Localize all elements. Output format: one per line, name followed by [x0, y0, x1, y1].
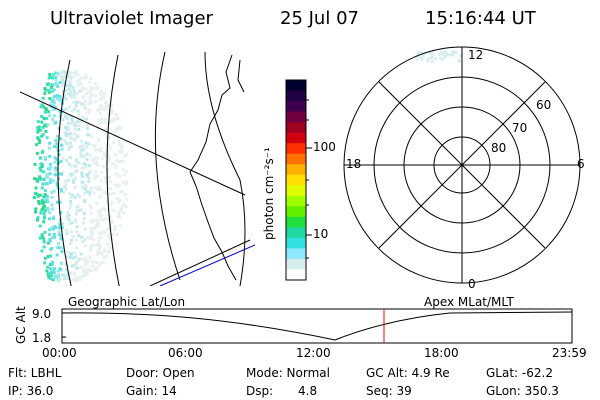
latitude-line — [20, 91, 246, 196]
meridian-line — [204, 51, 246, 286]
instrument-title: Ultraviolet Imager — [50, 8, 213, 29]
colorbar-cell — [286, 122, 306, 134]
mode-info: Mode: Normal — [246, 366, 330, 380]
colorbar-cell — [286, 164, 306, 176]
colorbar-tick-10: 10 — [313, 227, 329, 241]
colorbar-cell — [286, 216, 306, 228]
colorbar-cell — [286, 101, 306, 113]
x-tick-0600: 06:00 — [168, 346, 203, 360]
mlt-label-0: 0 — [468, 277, 476, 291]
colorbar-cell — [286, 269, 306, 281]
glon-info: GLon: 350.3 — [486, 384, 559, 398]
colorbar-cell — [286, 132, 306, 144]
timeline-y-tick-low: 1.8 — [32, 331, 52, 345]
colorbar-cell — [286, 227, 306, 239]
colorbar-cell — [286, 195, 306, 207]
time-label: 15:16:44 UT — [425, 8, 536, 29]
mlt-label-18: 18 — [346, 157, 362, 171]
colorbar-cell — [286, 248, 306, 260]
timeline-y-label: GC Alt — [14, 306, 28, 344]
dsp-label: Dsp: — [246, 384, 274, 398]
boundary-line — [149, 239, 251, 286]
colorbar-tick-100: 100 — [313, 140, 336, 154]
filter-info: Flt: LBHL — [8, 366, 62, 380]
geographic-label: Geographic Lat/Lon — [68, 295, 186, 309]
auroral-emission — [32, 70, 129, 283]
coastline — [237, 59, 245, 93]
meridian-line — [57, 59, 72, 286]
altitude-curve — [61, 311, 573, 341]
x-tick-2359: 23:59 — [552, 346, 587, 360]
gcalt-info: GC Alt: 4.9 Re — [366, 366, 450, 380]
x-tick-1200: 12:00 — [296, 346, 331, 360]
colorbar-cell — [286, 80, 306, 92]
colorbar-cell — [286, 258, 306, 270]
ip-info: IP: 36.0 — [8, 384, 54, 398]
x-tick-0000: 00:00 — [42, 346, 77, 360]
door-info: Door: Open — [126, 366, 195, 380]
colorbar-cell — [286, 90, 306, 102]
mlt-label-6: 6 — [577, 157, 585, 171]
colorbar-cell — [286, 185, 306, 197]
colorbar-cell — [286, 143, 306, 155]
lat-label-60: 60 — [536, 98, 552, 112]
date-label: 25 Jul 07 — [280, 8, 359, 29]
coastline — [189, 54, 237, 281]
colorbar-cell — [286, 111, 306, 123]
apex-label: Apex MLat/MLT — [424, 295, 514, 309]
x-tick-1800: 18:00 — [424, 346, 459, 360]
timeline-y-tick-high: 9.0 — [32, 307, 52, 321]
meridian-line — [154, 51, 181, 281]
seq-info: Seq: 39 — [366, 384, 412, 398]
meridian-line — [106, 54, 120, 286]
lat-label-80: 80 — [491, 141, 507, 155]
colorbar-cell — [286, 174, 306, 186]
dsp-value: 4.8 — [298, 384, 318, 398]
colorbar-cell — [286, 237, 306, 249]
glat-info: GLat: -62.2 — [486, 366, 553, 380]
gain-info: Gain: 14 — [126, 384, 177, 398]
colorbar-cell — [286, 153, 306, 165]
colorbar-cell — [286, 206, 306, 218]
lat-label-70: 70 — [512, 121, 528, 135]
mlt-label-12: 12 — [468, 48, 484, 62]
satellite-track — [159, 244, 256, 286]
